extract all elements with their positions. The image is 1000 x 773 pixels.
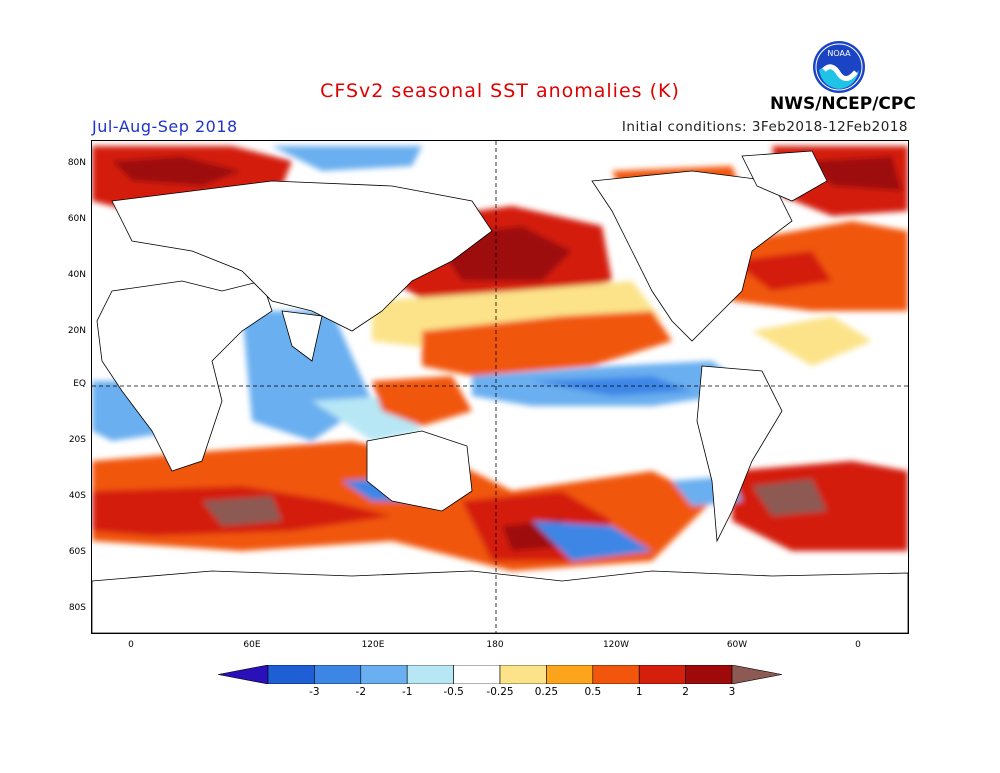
colorbar-segment	[314, 665, 362, 684]
colorbar-tick-label: 3	[728, 686, 736, 698]
lat-label-60s: 60S	[68, 547, 86, 557]
sst-anomaly-map	[91, 140, 909, 634]
colorbar-tick-label: -3	[309, 686, 320, 698]
colorbar-segment	[406, 665, 454, 684]
colorbar-end-high	[731, 665, 782, 684]
lat-label-eq: EQ	[73, 379, 86, 389]
colorbar-tick-label: -0.5	[443, 686, 464, 698]
initial-conditions-label: Initial conditions: 3Feb2018-12Feb2018	[621, 119, 908, 135]
colorbar-segment	[685, 665, 733, 684]
landmass-india	[281, 310, 323, 362]
continents	[92, 150, 908, 633]
landmass-africa-eurasia	[96, 280, 273, 472]
colorbar-segment	[499, 665, 547, 684]
lat-label-40n: 40N	[67, 270, 86, 280]
colorbar-segment	[453, 665, 501, 684]
lon-label-60e: 60E	[243, 640, 261, 650]
lon-label-60w: 60W	[726, 640, 748, 650]
landmass-europe-asia	[111, 180, 493, 332]
logo-text: NOAA	[827, 49, 851, 58]
colorbar-tick-label: -1	[401, 686, 413, 698]
lat-label-60n: 60N	[67, 214, 86, 224]
colorbar-segment	[267, 665, 315, 684]
chart-title: CFSv2 seasonal SST anomalies (K)	[320, 80, 680, 102]
landmass-greenland	[741, 150, 828, 202]
colorbar-tick-label: 0.5	[584, 686, 602, 698]
colorbar-tick-label: 0.25	[534, 686, 559, 698]
lat-label-40s: 40S	[68, 491, 86, 501]
colorbar-segment	[592, 665, 640, 684]
landmass-south-america	[696, 365, 783, 543]
noaa-logo-icon: NOAA	[813, 41, 865, 93]
colorbar-tick-label: -2	[355, 686, 367, 698]
colorbar-tick-label: 1	[635, 686, 643, 698]
lat-label-80n: 80N	[67, 158, 86, 168]
lat-label-20n: 20N	[67, 326, 86, 336]
colorbar-tick-label: -0.25	[486, 686, 514, 698]
colorbar-segment	[546, 665, 594, 684]
organization-label: NWS/NCEP/CPC	[770, 94, 916, 114]
lon-label-0-east: 0	[855, 640, 861, 650]
landmass-australia	[366, 430, 473, 512]
lon-label-120e: 120E	[361, 640, 385, 650]
lon-label-120w: 120W	[602, 640, 630, 650]
colorbar-segment	[360, 665, 408, 684]
colorbar-tick-label: 2	[682, 686, 689, 698]
lon-label-180: 180	[486, 640, 504, 650]
landmass-antarctica	[92, 570, 908, 633]
colorbar-segment	[638, 665, 686, 684]
colorbar	[218, 665, 782, 684]
lon-label-0-west: 0	[128, 640, 134, 650]
lat-label-20s: 20S	[68, 435, 86, 445]
lat-label-80s: 80S	[68, 603, 86, 613]
season-label: Jul-Aug-Sep 2018	[92, 117, 238, 136]
colorbar-end-low	[218, 665, 269, 684]
